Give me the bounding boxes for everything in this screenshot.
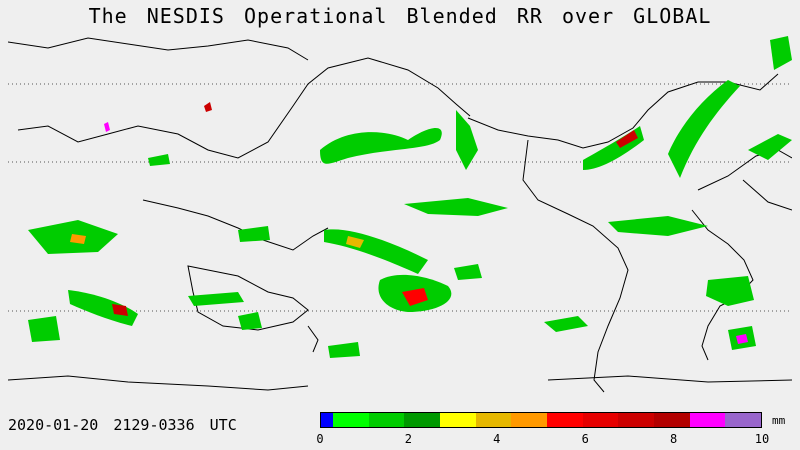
- rain-area: [324, 229, 428, 274]
- colorbar-unit: mm: [772, 414, 786, 427]
- rain-area: [706, 276, 754, 306]
- coastline: [17, 57, 471, 159]
- rain-area: [148, 154, 170, 166]
- colorbar-segment: [475, 413, 512, 427]
- rain-area: [454, 264, 482, 280]
- colorbar-segment: [689, 413, 726, 427]
- colorbar-tick-label: 4: [493, 432, 501, 446]
- coastline: [547, 375, 792, 383]
- colorbar-segment: [547, 413, 583, 427]
- rain-area: [68, 290, 138, 326]
- rain-area: [28, 316, 60, 342]
- rain-area: [238, 312, 262, 330]
- rain-area: [544, 316, 588, 332]
- coastline: [307, 325, 319, 353]
- coastline: [522, 139, 629, 393]
- colorbar-segment: [654, 413, 690, 427]
- rain-area: [616, 130, 638, 148]
- datetime-label: 2020-01-20 2129-0336 UTC: [8, 416, 237, 434]
- coastlines: [8, 37, 792, 393]
- colorbar-segment: [618, 413, 655, 427]
- rain-area: [70, 234, 86, 244]
- colorbar-segment: [511, 413, 548, 427]
- rain-area: [748, 134, 792, 160]
- colorbar-tick-label: 6: [581, 432, 589, 446]
- rain-area: [346, 236, 364, 248]
- rain-area: [770, 36, 792, 70]
- colorbar-tick-label: 0: [316, 432, 324, 446]
- colorbar-ticks: 0 2 4 6 8 10: [316, 432, 769, 448]
- coastline: [8, 37, 309, 61]
- colorbar-segment: [368, 413, 405, 427]
- colorbar: [320, 412, 762, 428]
- precipitation-map: [8, 30, 792, 408]
- rain-area: [204, 102, 212, 112]
- rain-area: [736, 334, 748, 344]
- colorbar-segment: [321, 413, 333, 427]
- rain-area: [668, 80, 740, 178]
- rainfall-patches: [28, 36, 792, 358]
- map-title: The NESDIS Operational Blended RR over G…: [88, 4, 712, 28]
- rain-area: [320, 127, 442, 164]
- rain-area: [608, 216, 708, 236]
- colorbar-segment: [725, 413, 762, 427]
- coastline: [697, 149, 792, 191]
- coastline: [8, 375, 309, 391]
- coastline: [742, 179, 792, 211]
- colorbar-tick-label: 8: [669, 432, 678, 446]
- rain-area: [188, 292, 244, 306]
- rain-area: [112, 304, 128, 316]
- colorbar-tick-label: 10: [754, 432, 770, 446]
- colorbar-tick-label: 2: [404, 432, 413, 446]
- colorbar-segment: [582, 413, 619, 427]
- rain-area: [104, 122, 110, 132]
- coastline: [142, 199, 329, 251]
- latitude-gridlines: [8, 83, 792, 312]
- rain-area: [238, 226, 270, 242]
- colorbar-segment: [404, 413, 441, 427]
- rain-area: [404, 198, 508, 216]
- rain-area: [456, 110, 478, 170]
- rain-area: [402, 288, 428, 306]
- rain-area: [328, 342, 360, 358]
- colorbar-segment: [440, 413, 476, 427]
- colorbar-segment: [333, 413, 369, 427]
